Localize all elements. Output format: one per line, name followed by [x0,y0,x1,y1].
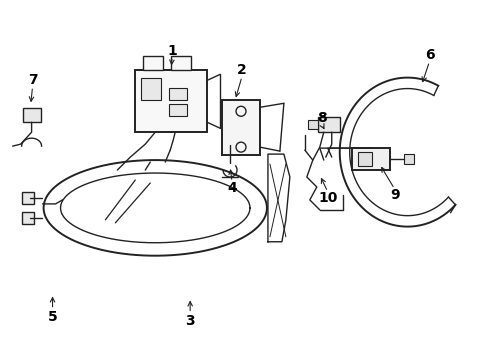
Text: 7: 7 [28,73,37,87]
Bar [358,152,371,166]
Text: 9: 9 [390,188,399,202]
Bar [404,154,414,164]
Text: 4: 4 [227,181,237,195]
Text: 1: 1 [167,44,177,58]
Bar [141,78,161,100]
Text: 5: 5 [48,310,57,324]
Bar [169,88,187,100]
Text: 2: 2 [237,63,247,77]
Bar [135,71,207,132]
Bar [222,100,260,155]
Bar [22,192,34,204]
Bar [352,148,390,170]
Text: 6: 6 [425,49,434,63]
Text: 3: 3 [185,314,195,328]
Bar [318,117,340,132]
Text: 10: 10 [318,191,338,205]
Bar [22,212,34,224]
Bar [23,108,41,122]
Bar [169,104,187,116]
Text: 8: 8 [317,111,327,125]
Bar [308,120,318,129]
Bar [171,57,191,71]
Bar [143,57,163,71]
